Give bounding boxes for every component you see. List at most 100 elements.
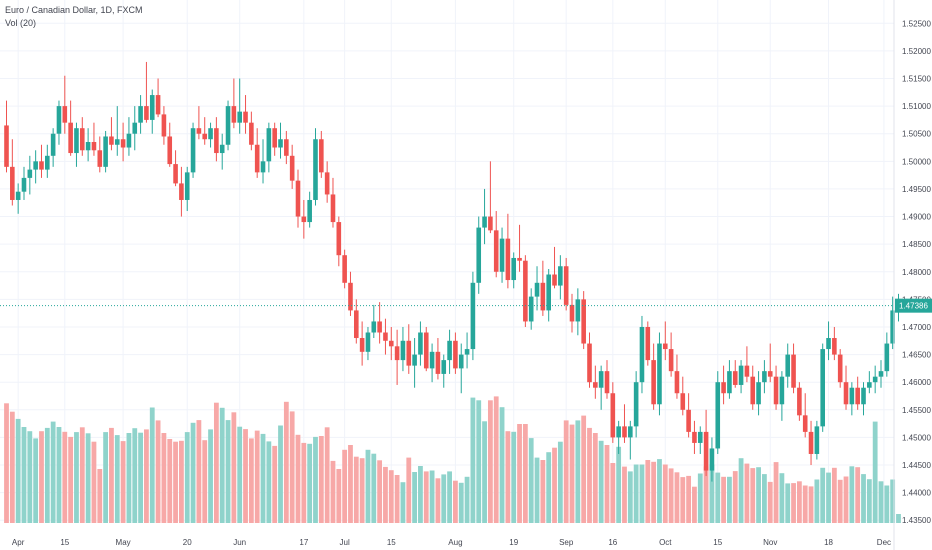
candle-body xyxy=(354,310,359,339)
volume-bar xyxy=(97,469,103,523)
candle-body xyxy=(173,164,178,184)
volume-bar xyxy=(324,427,330,523)
candle-body xyxy=(50,133,56,156)
candle-body xyxy=(837,354,843,383)
time-tick-label: Dec xyxy=(877,538,891,547)
volume-bar xyxy=(85,433,91,523)
volume-bar xyxy=(796,481,802,523)
volume-bar xyxy=(313,436,318,523)
candle-body xyxy=(231,106,237,123)
candle-body xyxy=(284,139,289,156)
volume-bar xyxy=(499,407,505,523)
volume-bar xyxy=(744,463,750,523)
volume-bar xyxy=(581,415,587,523)
candle-body xyxy=(558,266,563,286)
candle-body xyxy=(593,382,598,388)
volume-bar xyxy=(202,440,208,523)
volume-bar xyxy=(441,474,447,523)
candle-body xyxy=(208,128,213,140)
candle-body xyxy=(849,387,855,405)
volume-bar xyxy=(814,479,820,523)
volume-bar xyxy=(33,438,39,523)
volume-bar xyxy=(738,458,744,523)
price-tick-label: 1.44500 xyxy=(902,461,931,470)
candle-body xyxy=(377,321,382,333)
volume-bar xyxy=(103,432,109,523)
candle-body xyxy=(120,139,126,148)
candle-body xyxy=(155,95,161,115)
candle-body xyxy=(546,274,551,311)
volume-bar xyxy=(837,479,843,523)
candle-body xyxy=(855,387,860,405)
volume-bar xyxy=(266,441,272,523)
volume-bar xyxy=(727,476,732,523)
time-axis[interactable]: Apr 15 May 20 Jun 17 Jul 15 Aug 19 Sep 16 Oct 15 Nov 18… xyxy=(12,538,891,547)
candle-body xyxy=(68,122,73,154)
time-tick-label: 19 xyxy=(509,538,518,547)
volume-bar xyxy=(668,468,674,523)
candle-body xyxy=(721,382,726,394)
last-price-badge xyxy=(895,298,932,313)
volume-bar xyxy=(50,421,56,523)
candle-body xyxy=(383,332,388,341)
candle-body xyxy=(750,376,756,405)
price-tick-label: 1.50000 xyxy=(902,157,931,166)
candle-body xyxy=(278,139,283,148)
candle-body xyxy=(493,230,499,272)
volume-bar xyxy=(231,412,237,523)
candle-body xyxy=(820,349,825,427)
volume-indicator-title[interactable]: Vol (20) xyxy=(5,18,37,28)
candle-body xyxy=(587,343,592,383)
candle-body xyxy=(878,371,884,377)
volume-bar xyxy=(248,438,254,523)
candle-body xyxy=(179,183,184,200)
candle-body xyxy=(348,282,353,311)
volume-bar xyxy=(563,420,569,523)
candle-body xyxy=(797,387,802,416)
volume-bar xyxy=(662,464,668,523)
volume-bar xyxy=(540,460,546,523)
volume-bar xyxy=(651,461,657,523)
price-tick-label: 1.51000 xyxy=(902,102,931,111)
candle-body xyxy=(161,114,167,137)
volume-bar xyxy=(336,469,342,523)
candle-body xyxy=(307,199,312,223)
price-axis[interactable]: 1.52500 1.52000 1.51500 1.51000 1.50500 1.500… xyxy=(902,19,931,525)
volume-bar xyxy=(429,470,435,523)
volume-bar xyxy=(9,411,15,523)
volume-bar xyxy=(283,401,289,523)
price-tick-label: 1.49000 xyxy=(902,213,931,222)
candle-body xyxy=(657,343,662,405)
price-tick-label: 1.47000 xyxy=(902,323,931,332)
volume-bar xyxy=(692,486,697,523)
volume-bar xyxy=(709,464,715,523)
time-tick-label: 17 xyxy=(299,538,308,547)
time-tick-label: Jun xyxy=(233,538,246,547)
volume-bar xyxy=(627,471,633,523)
price-tick-label: 1.43500 xyxy=(902,516,931,525)
candle-body xyxy=(861,387,866,405)
volume-bar xyxy=(482,421,487,523)
volume-bar xyxy=(470,397,476,523)
price-tick-label: 1.46000 xyxy=(902,378,931,387)
candle-body xyxy=(249,122,254,145)
candle-body xyxy=(552,274,557,286)
candle-body xyxy=(697,431,703,443)
candle-body xyxy=(732,371,738,385)
volume-bar xyxy=(703,466,709,523)
candle-body xyxy=(598,371,604,388)
candle-body xyxy=(814,426,820,454)
volume-bar xyxy=(318,436,324,523)
time-tick-label: Oct xyxy=(659,538,672,547)
price-tick-label: 1.52500 xyxy=(902,19,931,28)
volume-bar xyxy=(557,441,563,523)
candle-body xyxy=(39,161,44,170)
volume-bar xyxy=(289,411,295,523)
volume-bar xyxy=(359,458,365,523)
volume-bar xyxy=(371,453,377,523)
symbol-title[interactable]: Euro / Canadian Dollar, 1D, FXCM xyxy=(5,5,143,15)
volume-bar xyxy=(406,457,412,523)
volume-bar xyxy=(56,427,62,523)
last-price-value: 1.47386 xyxy=(899,302,928,311)
